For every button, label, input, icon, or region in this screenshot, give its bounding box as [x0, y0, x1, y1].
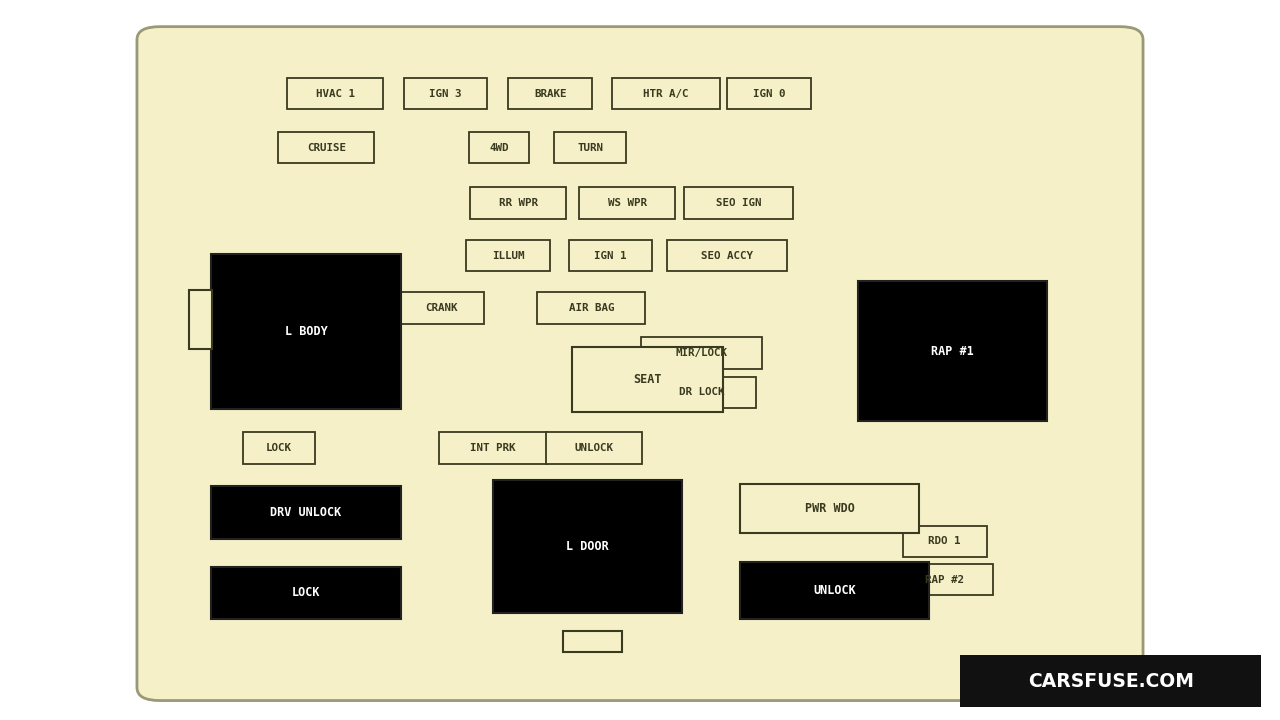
Bar [538, 292, 645, 324]
Bar [685, 187, 792, 219]
Bar [243, 432, 315, 464]
Text: UNLOCK: UNLOCK [575, 443, 613, 453]
Bar [399, 292, 484, 324]
Text: PWR WDO: PWR WDO [805, 502, 854, 515]
Bar [466, 240, 550, 271]
Text: INT PRK: INT PRK [470, 443, 516, 453]
FancyBboxPatch shape [137, 27, 1143, 701]
Bar [470, 132, 529, 163]
Bar [572, 347, 723, 412]
Text: IGN 1: IGN 1 [594, 251, 627, 261]
Bar [960, 655, 1261, 707]
Bar [439, 432, 547, 464]
Bar [580, 187, 676, 219]
Text: WS WPR: WS WPR [608, 198, 646, 208]
Text: L DOOR: L DOOR [566, 540, 609, 554]
Bar [667, 240, 787, 271]
Text: LOCK: LOCK [266, 443, 292, 453]
Bar [288, 78, 384, 109]
Bar [740, 562, 929, 619]
Text: HVAC 1: HVAC 1 [316, 89, 355, 99]
Bar [189, 290, 212, 349]
Text: L BODY: L BODY [284, 325, 328, 338]
Text: TURN: TURN [577, 143, 603, 153]
Bar [493, 480, 682, 613]
Bar [858, 281, 1047, 421]
Text: RR WPR: RR WPR [499, 198, 538, 208]
Text: SEAT: SEAT [634, 373, 662, 386]
Bar [641, 337, 762, 369]
Text: SEO ACCY: SEO ACCY [701, 251, 753, 261]
Text: BRAKE: BRAKE [534, 89, 567, 99]
Text: ILLUM: ILLUM [492, 251, 525, 261]
Text: DRV UNLOCK: DRV UNLOCK [270, 505, 342, 519]
Text: SEO IGN: SEO IGN [716, 198, 762, 208]
Text: RDO 1: RDO 1 [928, 536, 961, 546]
Bar [471, 187, 567, 219]
Text: CRANK: CRANK [425, 303, 458, 313]
Text: UNLOCK: UNLOCK [813, 584, 856, 597]
Bar [902, 526, 987, 557]
Bar [279, 132, 374, 163]
Bar [403, 78, 488, 109]
Text: RAP #2: RAP #2 [925, 575, 964, 585]
Text: MIR/LOCK: MIR/LOCK [676, 348, 727, 358]
Text: AIR BAG: AIR BAG [568, 303, 614, 313]
Bar [727, 78, 812, 109]
Bar [568, 240, 653, 271]
Text: CRUISE: CRUISE [307, 143, 346, 153]
Text: HTR A/C: HTR A/C [643, 89, 689, 99]
Text: IGN 0: IGN 0 [753, 89, 786, 99]
Bar [554, 132, 626, 163]
Bar [563, 631, 622, 652]
Bar [612, 78, 719, 109]
Text: DR LOCK: DR LOCK [678, 387, 724, 397]
Text: 4WD: 4WD [489, 143, 509, 153]
Bar [211, 254, 401, 409]
Bar [740, 484, 919, 533]
Bar [648, 377, 755, 408]
Text: LOCK: LOCK [292, 586, 320, 600]
Text: IGN 3: IGN 3 [429, 89, 462, 99]
Text: RAP #1: RAP #1 [931, 344, 974, 358]
Bar [508, 78, 593, 109]
Bar [896, 564, 993, 595]
Bar [211, 486, 401, 539]
Bar [547, 432, 643, 464]
Text: CARSFUSE.COM: CARSFUSE.COM [1028, 672, 1194, 690]
Bar [211, 567, 401, 619]
